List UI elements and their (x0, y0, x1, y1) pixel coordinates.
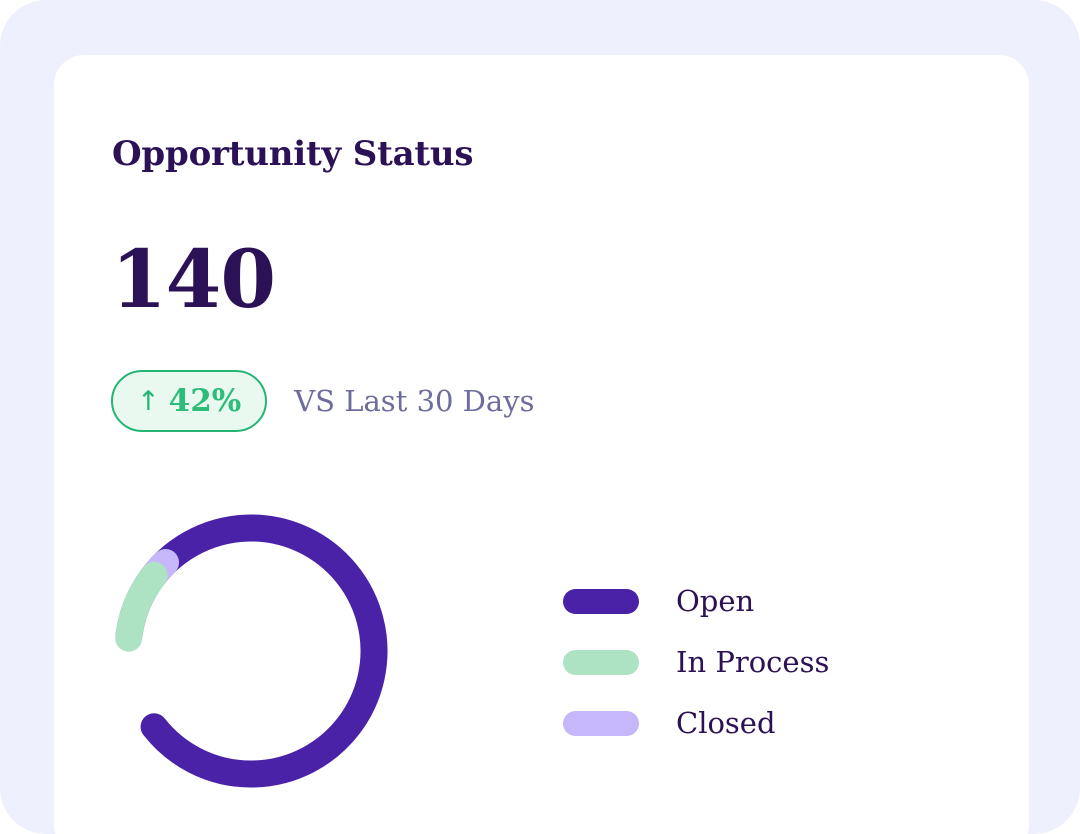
legend-label: Closed (676, 706, 776, 740)
donut-chart-svg (115, 514, 388, 788)
delta-badge: ↑ 42% (111, 370, 268, 432)
legend-item[interactable]: In Process (563, 632, 923, 693)
delta-row: ↑ 42% VS Last 30 Days (111, 370, 535, 432)
arrow-up-icon: ↑ (137, 385, 160, 417)
opportunity-status-card: Opportunity Status 140 ↑ 42% VS Last 30 … (54, 55, 1029, 834)
delta-caption: VS Last 30 Days (294, 384, 535, 418)
chart-legend: Open In Process Closed (563, 571, 923, 754)
legend-swatch-closed (563, 711, 639, 736)
legend-swatch-in-process (563, 650, 639, 675)
donut-segment-open[interactable] (115, 514, 388, 788)
legend-item[interactable]: Open (563, 571, 923, 632)
donut-segment-in-process[interactable] (115, 561, 168, 652)
page-title: Opportunity Status (112, 134, 474, 174)
legend-label: Open (676, 584, 755, 618)
delta-percent-label: 42% (168, 382, 242, 419)
metric-value: 140 (111, 232, 276, 326)
donut-chart (111, 511, 391, 791)
legend-label: In Process (676, 645, 830, 679)
legend-item[interactable]: Closed (563, 693, 923, 754)
legend-swatch-open (563, 589, 639, 614)
